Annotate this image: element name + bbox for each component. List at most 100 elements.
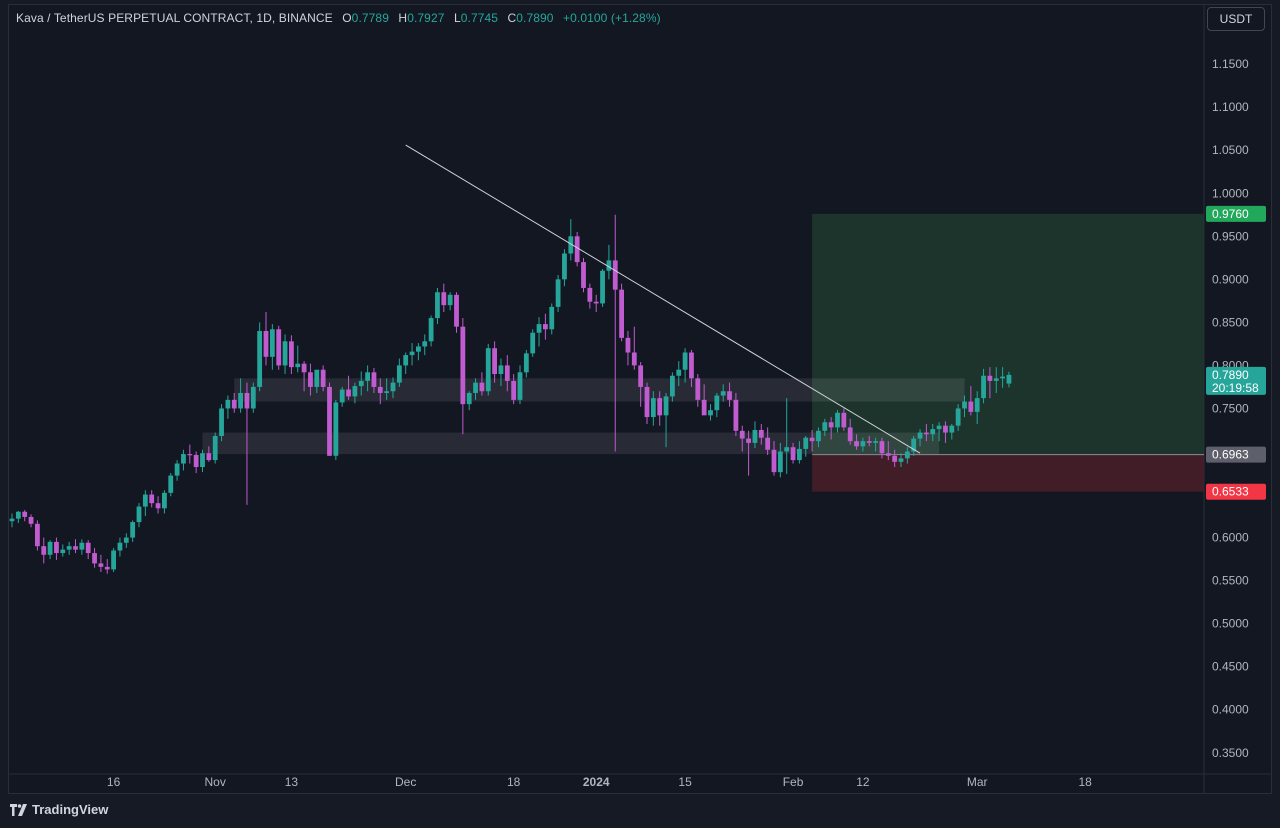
y-tick-label: 0.4500 <box>1212 660 1249 674</box>
candle <box>162 490 167 514</box>
y-tick-label: 1.0500 <box>1212 143 1249 157</box>
candle-body <box>650 398 656 418</box>
candle <box>15 510 21 523</box>
candle-body <box>314 369 320 387</box>
candle <box>1006 371 1012 388</box>
candle-body <box>47 541 53 555</box>
candle-body <box>746 438 751 443</box>
candle <box>809 429 815 452</box>
candle <box>479 372 485 396</box>
candle <box>250 382 256 413</box>
candle-body <box>225 399 231 409</box>
y-tick-label: 0.9000 <box>1212 272 1249 286</box>
candle-body <box>320 369 326 387</box>
candle <box>168 473 174 497</box>
candle <box>123 533 129 548</box>
candle-body <box>15 511 21 519</box>
candle <box>422 334 428 356</box>
candle <box>66 541 72 555</box>
candle-body <box>904 451 910 459</box>
candle <box>314 369 320 393</box>
candle-body <box>276 329 282 366</box>
candle-body <box>149 494 155 504</box>
candle-body <box>460 326 466 405</box>
candle-body <box>765 437 771 450</box>
candle-body <box>822 422 828 431</box>
candle-body <box>847 427 853 442</box>
x-tick-label: 18 <box>1078 775 1092 789</box>
candle-body <box>504 365 510 381</box>
price-label-text: 0.6533 <box>1212 485 1249 499</box>
low-value: 0.7745 <box>460 11 499 25</box>
candle-body <box>987 375 993 381</box>
candle-body <box>777 451 783 473</box>
candle-body <box>168 475 174 493</box>
currency-button[interactable]: USDT <box>1207 7 1265 31</box>
x-tick-label: Feb <box>783 775 804 789</box>
candle-body <box>949 425 955 433</box>
candle-body <box>600 270 605 304</box>
candle <box>619 283 624 342</box>
candle-body <box>739 430 745 439</box>
candle-body <box>295 363 301 368</box>
candle <box>650 391 656 426</box>
candle <box>930 423 936 442</box>
candle <box>371 367 377 393</box>
candle-body <box>123 537 129 543</box>
candle-body <box>625 337 631 353</box>
candle <box>79 539 85 555</box>
candle <box>892 449 898 467</box>
candle <box>543 313 548 340</box>
candle <box>866 436 872 447</box>
candle-body <box>485 348 491 392</box>
candle <box>663 392 669 448</box>
candle-body <box>714 395 720 411</box>
candle <box>555 275 561 313</box>
candle-body <box>555 279 561 307</box>
candle <box>212 432 218 464</box>
candle <box>708 404 713 421</box>
candle-body <box>936 425 942 430</box>
candle-body <box>606 260 612 271</box>
candle <box>54 537 59 560</box>
candle <box>377 378 383 405</box>
candle <box>517 365 523 405</box>
candle-body <box>142 494 148 507</box>
candle-body <box>720 391 726 396</box>
candle-body <box>841 412 847 428</box>
candle <box>327 382 332 456</box>
candle-body <box>9 518 15 522</box>
candle-body <box>422 341 428 347</box>
candle <box>142 490 148 517</box>
candle <box>682 348 688 383</box>
candle-body <box>352 386 358 397</box>
candle <box>898 453 904 467</box>
price-chart[interactable]: 1.1500 1.1000 1.0500 1.0000 0.9500 0.9000 0.85… <box>8 4 1272 794</box>
candle <box>73 539 78 554</box>
open-label: O <box>342 11 352 25</box>
price-label-text: 0.9760 <box>1212 207 1249 221</box>
y-tick-label: 0.6000 <box>1212 531 1249 545</box>
candle <box>92 547 97 568</box>
candle-body <box>212 436 218 461</box>
y-tick-label: 0.7500 <box>1212 401 1249 415</box>
candle-body <box>562 253 567 280</box>
candle-body <box>968 401 974 412</box>
tradingview-logo[interactable]: TradingView <box>10 802 108 817</box>
candle-body <box>308 372 313 387</box>
candle-body <box>593 301 599 304</box>
price-label-bg <box>1206 446 1266 463</box>
candle <box>28 514 34 528</box>
candle-body <box>619 289 624 338</box>
candle <box>581 257 586 293</box>
support-zone-2 <box>202 432 940 455</box>
candle-body <box>41 546 47 555</box>
candle <box>987 367 993 399</box>
candle-body <box>587 287 593 302</box>
candle-body <box>371 372 377 387</box>
candle <box>879 437 885 459</box>
candle-body <box>346 389 351 397</box>
x-tick-label: Mar <box>967 775 988 789</box>
candle-body <box>581 262 586 288</box>
